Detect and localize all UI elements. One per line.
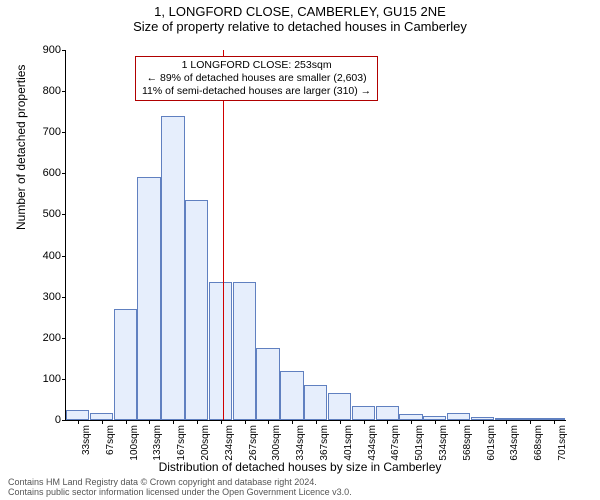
x-tick-label: 234sqm [224, 425, 235, 461]
x-tick-label: 367sqm [319, 425, 330, 461]
property-marker-line [223, 50, 224, 420]
x-tick-label: 33sqm [81, 425, 92, 455]
annotation-line: ← 89% of detached houses are smaller (2,… [142, 72, 371, 85]
histogram-bar [352, 406, 375, 420]
x-tick-label: 634sqm [509, 425, 520, 461]
x-axis-label: Distribution of detached houses by size … [0, 460, 600, 474]
x-tick-label: 167sqm [176, 425, 187, 461]
y-tick-label: 700 [43, 126, 61, 138]
x-tick-label: 534sqm [438, 425, 449, 461]
y-tick-label: 400 [43, 250, 61, 262]
x-tick-label: 300sqm [271, 425, 282, 461]
histogram-bar [209, 282, 232, 420]
x-tick-label: 67sqm [105, 425, 116, 455]
histogram-bar [280, 371, 303, 420]
y-tick-label: 900 [43, 44, 61, 56]
x-tick-label: 601sqm [486, 425, 497, 461]
histogram-bar [233, 282, 256, 420]
histogram-bar [447, 413, 470, 420]
x-tick-label: 267sqm [248, 425, 259, 461]
histogram-bar [376, 406, 399, 420]
x-tick-label: 467sqm [390, 425, 401, 461]
y-tick-label: 500 [43, 208, 61, 220]
x-tick-label: 100sqm [129, 425, 140, 461]
x-tick-label: 434sqm [367, 425, 378, 461]
y-tick-label: 300 [43, 291, 61, 303]
y-tick-label: 0 [55, 414, 61, 426]
histogram-bar [137, 177, 160, 420]
histogram-bar [66, 410, 89, 420]
footer-credits: Contains HM Land Registry data © Crown c… [8, 478, 352, 498]
histogram-bar [304, 385, 327, 420]
annotation-line: 11% of semi-detached houses are larger (… [142, 85, 371, 98]
annotation-line: 1 LONGFORD CLOSE: 253sqm [142, 59, 371, 72]
histogram-bar [328, 393, 351, 420]
chart-area: 010020030040050060070080090033sqm67sqm10… [65, 50, 565, 420]
footer-line2: Contains public sector information licen… [8, 488, 352, 498]
y-axis-label: Number of detached properties [14, 65, 28, 230]
x-tick-label: 200sqm [200, 425, 211, 461]
plot-region: 010020030040050060070080090033sqm67sqm10… [65, 50, 566, 421]
y-tick-label: 200 [43, 332, 61, 344]
y-tick-label: 600 [43, 167, 61, 179]
histogram-bar [185, 200, 208, 420]
histogram-bar [90, 413, 113, 420]
title-line2: Size of property relative to detached ho… [0, 19, 600, 34]
title-line1: 1, LONGFORD CLOSE, CAMBERLEY, GU15 2NE [0, 4, 600, 19]
x-tick-label: 501sqm [414, 425, 425, 461]
x-tick-label: 401sqm [343, 425, 354, 461]
histogram-bar [114, 309, 137, 420]
histogram-bar [161, 116, 184, 420]
x-tick-label: 701sqm [557, 425, 568, 461]
x-tick-label: 334sqm [295, 425, 306, 461]
y-tick-label: 800 [43, 85, 61, 97]
x-tick-label: 568sqm [462, 425, 473, 461]
x-tick-label: 133sqm [152, 425, 163, 461]
y-tick-label: 100 [43, 373, 61, 385]
histogram-bar [256, 348, 279, 420]
annotation-box: 1 LONGFORD CLOSE: 253sqm← 89% of detache… [135, 56, 378, 101]
x-tick-label: 668sqm [533, 425, 544, 461]
